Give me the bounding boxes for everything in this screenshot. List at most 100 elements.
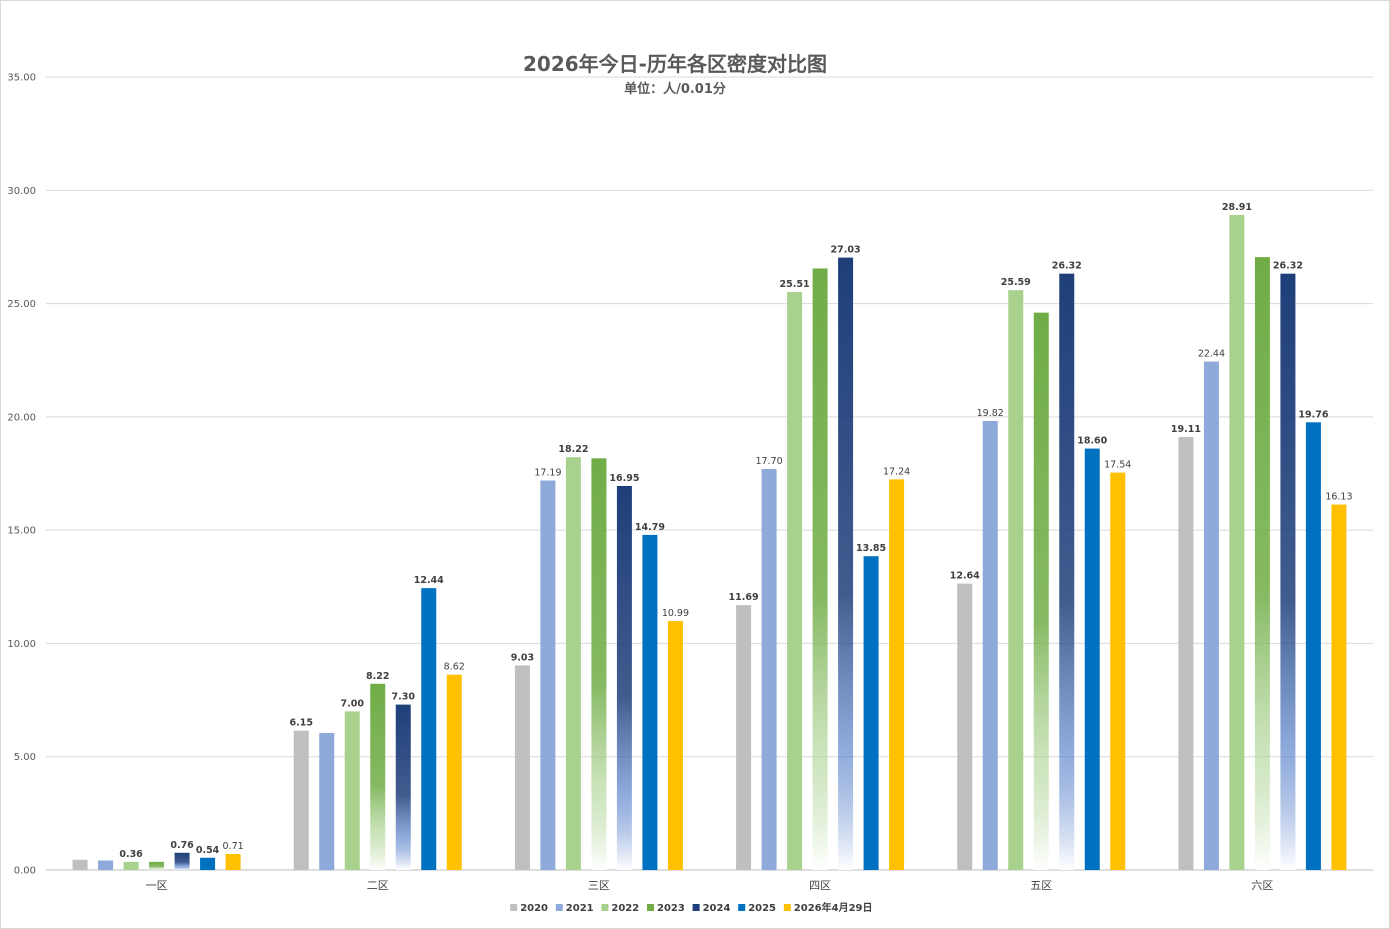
bar-2021-四区 bbox=[761, 468, 777, 870]
bar-2022-四区 bbox=[787, 292, 803, 870]
data-label: 19.82 bbox=[977, 408, 1004, 419]
data-label: 16.95 bbox=[609, 473, 639, 484]
y-tick-label: 15.00 bbox=[7, 526, 36, 537]
data-label: 14.79 bbox=[635, 522, 665, 533]
x-tick-label: 五区 bbox=[1030, 879, 1052, 892]
bar-2024-三区 bbox=[616, 485, 632, 870]
bar-2022-三区 bbox=[565, 457, 581, 870]
data-label: 27.03 bbox=[831, 245, 861, 256]
y-axis: 0.00 5.00 10.00 15.00 20.00 25.00 30.00 35.00 bbox=[7, 73, 36, 877]
data-label: 11.69 bbox=[729, 592, 759, 603]
y-tick-label: 10.00 bbox=[7, 639, 36, 650]
y-tick-label: 35.00 bbox=[7, 73, 36, 84]
data-label: 6.15 bbox=[290, 718, 313, 729]
bar-2024-五区 bbox=[1059, 273, 1075, 870]
data-label: 17.24 bbox=[883, 466, 910, 477]
legend-item: 2025 bbox=[748, 903, 776, 914]
chart-title: 2026年今日-历年各区密度对比图 bbox=[523, 52, 827, 76]
bar-2026年4月29日-一区 bbox=[225, 853, 241, 870]
data-label: 7.30 bbox=[392, 692, 416, 703]
legend-item: 2023 bbox=[657, 903, 685, 914]
legend-swatch bbox=[783, 904, 791, 911]
bar-2024-六区 bbox=[1280, 273, 1296, 870]
data-label: 13.85 bbox=[856, 543, 886, 554]
bars bbox=[72, 214, 1347, 871]
bar-2024-二区 bbox=[395, 704, 411, 870]
data-label: 12.64 bbox=[950, 571, 980, 582]
x-tick-label: 二区 bbox=[367, 879, 389, 892]
data-label: 18.22 bbox=[558, 444, 588, 455]
y-tick-label: 30.00 bbox=[7, 186, 36, 197]
x-tick-label: 一区 bbox=[146, 879, 168, 892]
bar-2021-五区 bbox=[982, 420, 998, 870]
data-label: 25.59 bbox=[1001, 277, 1031, 288]
legend-swatch bbox=[601, 904, 609, 911]
gridlines bbox=[46, 76, 1373, 871]
bar-2021-三区 bbox=[540, 480, 556, 870]
data-label: 26.32 bbox=[1052, 261, 1082, 272]
x-tick-label: 六区 bbox=[1251, 879, 1273, 892]
legend-item: 2022 bbox=[611, 903, 639, 914]
legend-swatch bbox=[555, 904, 563, 911]
legend: 2020 2021 2022 2023 2024 2025 2026年4月29日 bbox=[510, 901, 873, 914]
bar-2026年4月29日-三区 bbox=[667, 620, 683, 870]
bar-2023-一区 bbox=[149, 861, 165, 870]
bar-2024-一区 bbox=[174, 852, 190, 870]
y-tick-label: 5.00 bbox=[14, 752, 36, 763]
data-label: 10.99 bbox=[662, 608, 689, 619]
bar-2025-三区 bbox=[642, 534, 658, 870]
legend-item: 2020 bbox=[520, 903, 548, 914]
legend-item: 2026年4月29日 bbox=[794, 901, 873, 914]
chart-subtitle: 单位：人/0.01分 bbox=[624, 81, 726, 97]
bar-2020-三区 bbox=[514, 665, 530, 870]
data-label: 9.03 bbox=[511, 652, 534, 663]
bar-2020-四区 bbox=[736, 605, 752, 870]
bar-2023-六区 bbox=[1254, 257, 1270, 871]
bar-2020-一区 bbox=[72, 859, 88, 870]
data-labels: 0.36 0.76 0.54 0.71 6.15 7.00 8.227.30 12.44 8.6… bbox=[119, 202, 1352, 860]
bar-2023-四区 bbox=[812, 268, 828, 870]
data-label: 12.44 bbox=[414, 575, 444, 586]
data-label: 16.13 bbox=[1325, 492, 1352, 503]
y-tick-label: 0.00 bbox=[14, 866, 36, 877]
bar-2022-二区 bbox=[344, 711, 360, 870]
bar-2022-五区 bbox=[1008, 290, 1024, 870]
data-label: 8.62 bbox=[444, 662, 465, 673]
x-axis: 一区 二区 三区 四区 五区 六区 bbox=[146, 879, 1274, 892]
data-label: 26.32 bbox=[1273, 261, 1303, 272]
data-label: 28.91 bbox=[1222, 202, 1252, 213]
bar-2022-六区 bbox=[1229, 214, 1245, 870]
data-label: 19.11 bbox=[1171, 424, 1201, 435]
legend-swatch bbox=[738, 904, 746, 911]
data-label: 19.76 bbox=[1298, 409, 1328, 420]
data-label: 17.54 bbox=[1104, 460, 1131, 471]
bar-2022-一区 bbox=[123, 861, 139, 870]
data-label: 8.22 bbox=[366, 671, 389, 682]
data-label: 0.36 bbox=[119, 849, 143, 860]
bar-2026年4月29日-四区 bbox=[889, 479, 905, 870]
legend-item: 2021 bbox=[566, 903, 594, 914]
bar-2023-二区 bbox=[370, 683, 386, 870]
bar-2025-六区 bbox=[1305, 422, 1321, 870]
y-tick-label: 20.00 bbox=[7, 412, 36, 423]
legend-item: 2024 bbox=[703, 903, 731, 914]
bar-2026年4月29日-二区 bbox=[446, 674, 462, 870]
bar-2024-四区 bbox=[838, 257, 854, 871]
x-tick-label: 三区 bbox=[588, 879, 610, 892]
y-tick-label: 25.00 bbox=[7, 299, 36, 310]
bar-2021-二区 bbox=[319, 732, 335, 870]
data-label: 22.44 bbox=[1198, 349, 1225, 360]
bar-2025-一区 bbox=[200, 857, 216, 870]
bar-2020-六区 bbox=[1178, 437, 1194, 870]
bar-2026年4月29日-五区 bbox=[1110, 472, 1126, 870]
bar-2025-五区 bbox=[1084, 448, 1100, 870]
bar-2025-四区 bbox=[863, 556, 879, 870]
x-tick-label: 四区 bbox=[809, 879, 831, 892]
bar-2025-二区 bbox=[421, 588, 437, 870]
data-label: 0.54 bbox=[196, 845, 220, 856]
bar-2023-五区 bbox=[1033, 312, 1049, 870]
data-label: 7.00 bbox=[341, 698, 365, 709]
bar-2020-二区 bbox=[293, 730, 309, 870]
